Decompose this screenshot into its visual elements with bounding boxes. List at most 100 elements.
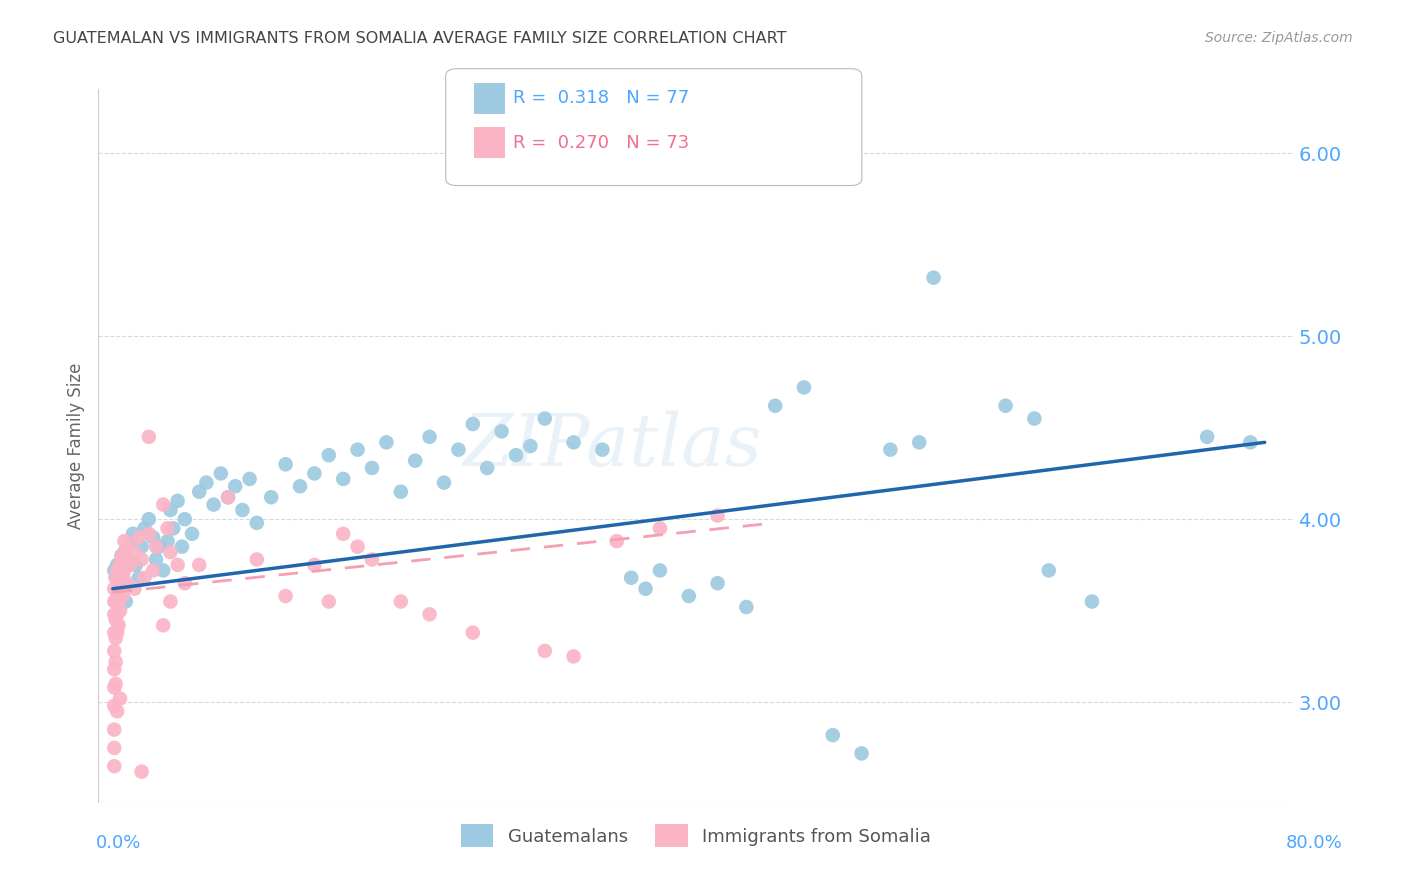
Point (606, 534, 628, 549)
Point (274, 458, 297, 472)
Point (105, 585, 128, 599)
Point (419, 430, 441, 444)
Point (108, 558, 131, 572)
Point (108, 582, 131, 596)
Point (166, 558, 188, 572)
Point (103, 759, 125, 773)
Point (389, 484, 412, 499)
Point (112, 545, 135, 559)
Point (159, 545, 181, 559)
Point (389, 594, 412, 608)
Point (111, 563, 134, 577)
Point (142, 563, 165, 577)
Point (246, 552, 269, 566)
Point (134, 571, 156, 585)
Point (706, 576, 728, 591)
Point (562, 649, 585, 664)
Point (461, 625, 484, 640)
Point (103, 662, 125, 676)
Point (110, 549, 132, 563)
Legend: Guatemalans, Immigrants from Somalia: Guatemalans, Immigrants from Somalia (454, 817, 938, 855)
Point (131, 764, 153, 779)
Point (131, 540, 153, 554)
Point (107, 618, 129, 632)
Point (678, 589, 700, 603)
Point (404, 453, 426, 467)
Point (202, 498, 225, 512)
Point (104, 571, 127, 585)
Point (105, 563, 128, 577)
Point (648, 563, 671, 577)
Point (115, 552, 138, 566)
Point (105, 607, 128, 622)
Point (152, 498, 174, 512)
Point (763, 399, 786, 413)
Point (1024, 411, 1046, 425)
Point (239, 472, 262, 486)
Point (131, 552, 153, 566)
Point (994, 399, 1017, 413)
Point (145, 540, 167, 554)
Point (735, 600, 758, 615)
Point (533, 411, 555, 425)
Point (103, 607, 125, 622)
Point (152, 618, 174, 632)
Point (346, 540, 368, 554)
Point (142, 531, 165, 545)
Point (533, 644, 555, 658)
Point (477, 461, 499, 475)
Point (125, 558, 148, 572)
Point (103, 594, 125, 608)
Point (217, 490, 239, 504)
Text: ZIPatlas: ZIPatlas (463, 410, 762, 482)
Point (124, 582, 146, 596)
Text: 80.0%: 80.0% (1286, 834, 1343, 852)
Point (104, 631, 127, 645)
Point (304, 558, 326, 572)
Point (318, 448, 340, 462)
Text: GUATEMALAN VS IMMIGRANTS FROM SOMALIA AVERAGE FAMILY SIZE CORRELATION CHART: GUATEMALAN VS IMMIGRANTS FROM SOMALIA AV… (53, 31, 787, 46)
Point (104, 677, 127, 691)
Point (170, 540, 193, 554)
Point (1197, 430, 1219, 444)
Point (793, 380, 815, 394)
Point (260, 490, 283, 504)
Point (173, 512, 195, 526)
Point (505, 448, 527, 462)
Point (821, 728, 844, 742)
Point (108, 691, 131, 706)
Point (103, 582, 125, 596)
Point (105, 704, 128, 718)
Point (128, 531, 150, 545)
Point (108, 604, 131, 618)
Point (1081, 594, 1104, 608)
Point (103, 723, 125, 737)
Point (1038, 563, 1060, 577)
Point (922, 270, 945, 285)
Point (173, 576, 195, 591)
Point (224, 479, 246, 493)
Point (107, 585, 129, 599)
Point (908, 435, 931, 450)
Point (246, 516, 269, 530)
Point (112, 534, 135, 549)
Point (120, 558, 142, 572)
Point (124, 545, 146, 559)
Text: R =  0.318   N = 77: R = 0.318 N = 77 (513, 89, 689, 107)
Point (332, 526, 354, 541)
Point (375, 435, 398, 450)
Point (461, 417, 484, 431)
Point (103, 625, 125, 640)
Point (274, 589, 297, 603)
Point (188, 558, 211, 572)
Point (152, 563, 174, 577)
Point (851, 747, 873, 761)
Point (361, 461, 384, 475)
Point (111, 567, 134, 582)
Point (105, 558, 128, 572)
Point (120, 534, 142, 549)
Point (318, 594, 340, 608)
Point (217, 490, 239, 504)
Point (304, 467, 326, 481)
Point (433, 475, 456, 490)
